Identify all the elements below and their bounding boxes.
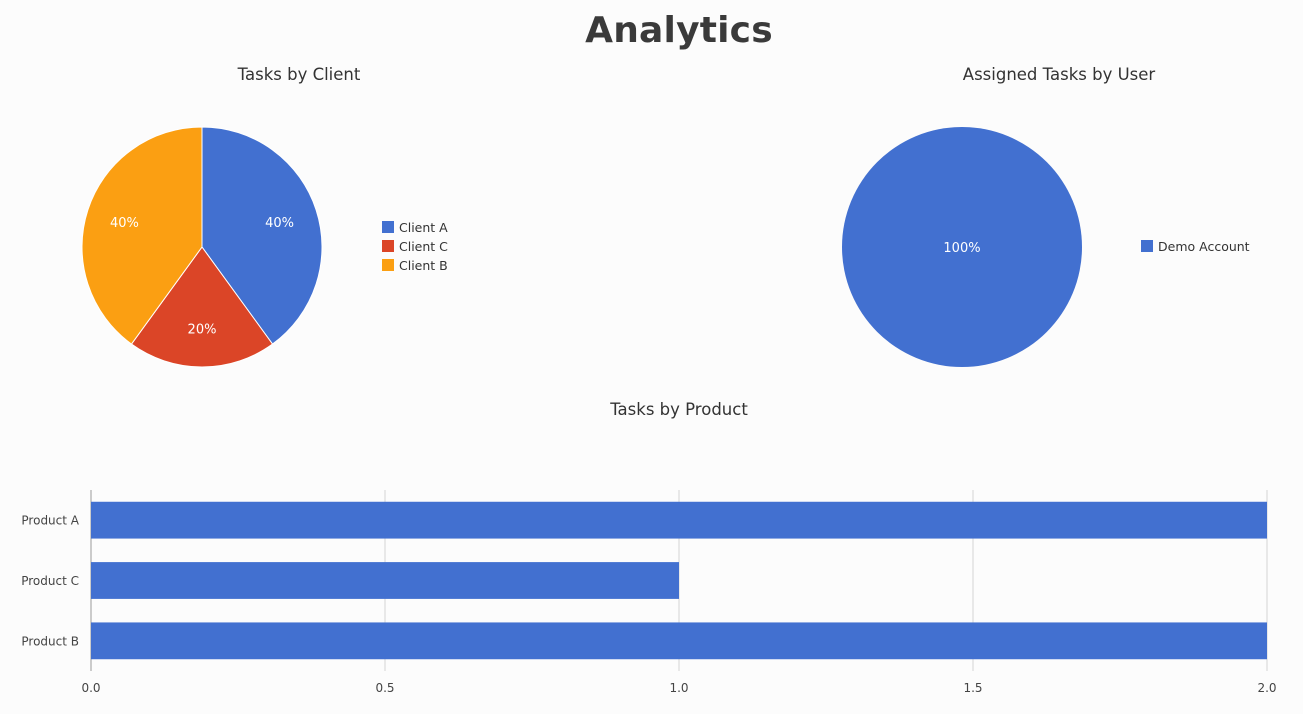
page-title: Analytics <box>585 10 773 51</box>
x-tick-label: 0.0 <box>81 681 100 695</box>
bar-chart-title-product: Tasks by Product <box>610 400 748 419</box>
y-category-label: Product C <box>21 574 79 588</box>
legend-label-demo-account: Demo Account <box>1158 239 1250 254</box>
pie-slice-label: 100% <box>943 241 980 256</box>
bar-product-b[interactable] <box>91 622 1267 660</box>
legend-swatch-client-c <box>382 240 394 252</box>
legend-swatch-client-a <box>382 221 394 233</box>
pie-slice-client-b[interactable] <box>81 126 203 345</box>
legend-label-client-b: Client B <box>399 258 448 273</box>
pie-slice-client-a[interactable] <box>201 126 323 345</box>
x-tick-label: 0.5 <box>375 681 394 695</box>
legend-label-client-a: Client A <box>399 220 448 235</box>
bar-product-c[interactable] <box>91 562 679 599</box>
pie-slice-client-c[interactable] <box>130 246 274 368</box>
pie-slice-label: 20% <box>188 323 217 338</box>
legend-swatch-demo-account <box>1141 240 1153 252</box>
pie-slice-label: 40% <box>265 216 294 231</box>
x-tick-label: 1.0 <box>669 681 688 695</box>
pie-slice-demo-account[interactable] <box>842 127 1082 367</box>
legend-swatch-client-b <box>382 259 394 271</box>
bar-product-a[interactable] <box>91 501 1267 539</box>
x-tick-label: 1.5 <box>963 681 982 695</box>
pie-slice-label: 40% <box>110 216 139 231</box>
y-category-label: Product B <box>21 634 79 648</box>
pie-chart-title-client: Tasks by Client <box>237 65 361 84</box>
pie-chart-title-user: Assigned Tasks by User <box>962 65 1156 84</box>
x-tick-label: 2.0 <box>1257 681 1276 695</box>
y-category-label: Product A <box>21 514 79 528</box>
legend-label-client-c: Client C <box>399 239 448 254</box>
